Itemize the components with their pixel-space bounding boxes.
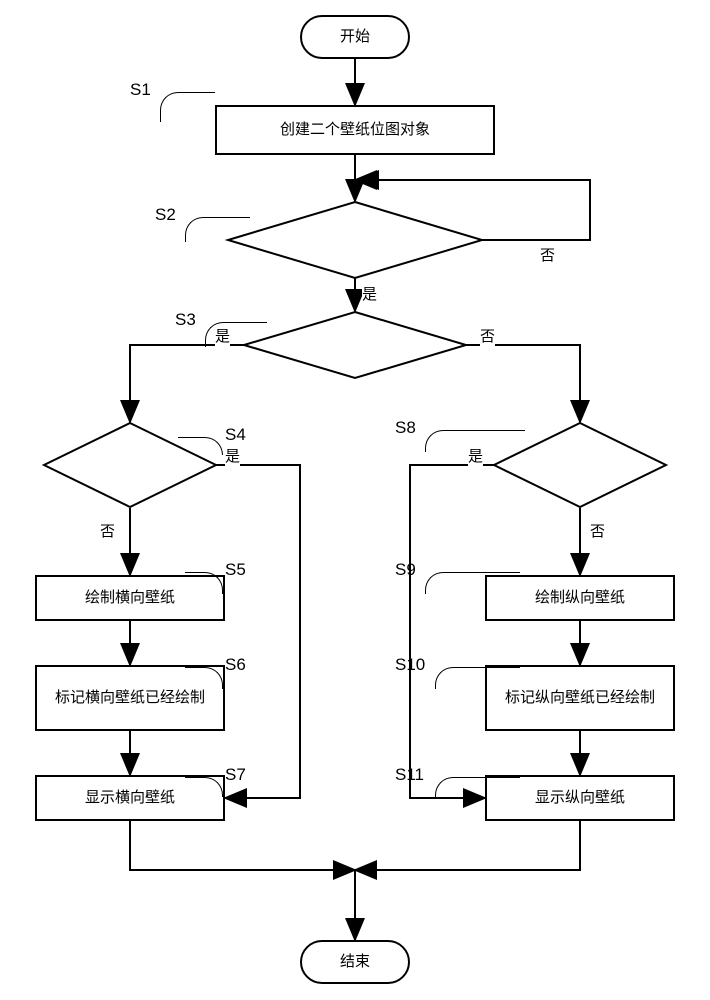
lead-s4 xyxy=(178,437,223,455)
s5-text: 绘制横向壁纸 xyxy=(85,588,175,608)
end-label: 结束 xyxy=(340,952,370,972)
tag-s7: S7 xyxy=(225,765,246,785)
s2-text-wrap: 接收到壁纸旋转信号? xyxy=(228,202,482,278)
s6-text: 标记横向壁纸已经绘制 xyxy=(55,688,205,708)
s2-no: 否 xyxy=(540,244,555,265)
s4-text-wrap: 横向壁纸已经绘制? xyxy=(44,423,216,507)
s1-text: 创建二个壁纸位图对象 xyxy=(280,120,430,140)
tag-s3: S3 xyxy=(175,310,196,330)
s4-yes: 是 xyxy=(225,445,240,466)
s4-text: 横向壁纸已经绘制? xyxy=(80,446,180,484)
tag-s4: S4 xyxy=(225,425,246,445)
s3-text-wrap: 显示横向壁纸? xyxy=(244,312,466,378)
start-label: 开始 xyxy=(340,27,370,47)
lead-s11 xyxy=(435,777,520,797)
s2-text: 接收到壁纸旋转信号? xyxy=(283,231,426,250)
tag-s8: S8 xyxy=(395,418,416,438)
terminator-start: 开始 xyxy=(300,15,410,59)
s3-no: 否 xyxy=(480,325,495,346)
tag-s1: S1 xyxy=(130,80,151,100)
s2-yes: 是 xyxy=(362,283,377,304)
lead-s3 xyxy=(205,322,267,347)
s8-no: 否 xyxy=(590,520,605,541)
tag-s5: S5 xyxy=(225,560,246,580)
tag-s9: S9 xyxy=(395,560,416,580)
s3-text: 显示横向壁纸? xyxy=(306,336,404,355)
step-s1: 创建二个壁纸位图对象 xyxy=(215,105,495,155)
lead-s9 xyxy=(425,572,520,594)
s10-text: 标记纵向壁纸已经绘制 xyxy=(505,688,655,708)
flowchart-canvas: 开始 结束 创建二个壁纸位图对象 绘制横向壁纸 标记横向壁纸已经绘制 显示横向壁… xyxy=(0,0,710,1000)
tag-s11: S11 xyxy=(395,765,424,785)
tag-s6: S6 xyxy=(225,655,246,675)
lead-s8 xyxy=(425,430,525,452)
lead-s1 xyxy=(160,92,215,122)
s7-text: 显示横向壁纸 xyxy=(85,788,175,808)
tag-s10: S10 xyxy=(395,655,425,675)
s9-text: 绘制纵向壁纸 xyxy=(535,588,625,608)
lead-s10 xyxy=(435,667,520,689)
lead-s2 xyxy=(185,217,250,242)
s11-text: 显示纵向壁纸 xyxy=(535,788,625,808)
s4-no: 否 xyxy=(100,520,115,541)
terminator-end: 结束 xyxy=(300,940,410,984)
s8-text: 纵向壁纸已经绘制? xyxy=(530,446,630,484)
tag-s2: S2 xyxy=(155,205,176,225)
